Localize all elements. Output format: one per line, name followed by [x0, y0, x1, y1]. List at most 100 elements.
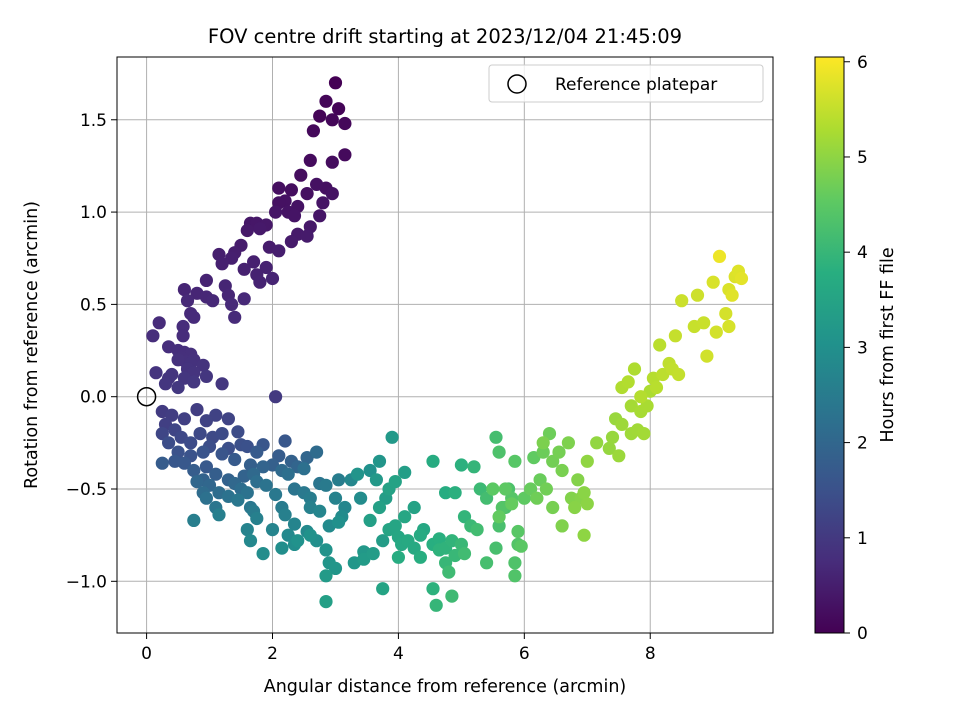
y-axis-label: Rotation from reference (arcmin): [22, 201, 42, 489]
data-point-82: [215, 377, 229, 391]
data-point-73: [196, 358, 210, 372]
data-point-284: [602, 441, 616, 455]
data-point-187: [372, 454, 387, 468]
data-point-11: [284, 183, 298, 197]
data-point-256: [486, 482, 500, 496]
data-point-206: [376, 582, 390, 596]
data-point-217: [439, 486, 453, 500]
data-point-95: [155, 427, 169, 441]
data-point-142: [297, 462, 311, 476]
data-point-9: [294, 168, 308, 182]
data-point-186: [350, 467, 365, 481]
data-point-273: [561, 436, 576, 450]
data-point-146: [259, 478, 273, 492]
data-point-7: [338, 148, 352, 162]
data-point-16: [310, 177, 324, 191]
data-point-71: [171, 353, 185, 367]
data-point-199: [398, 465, 412, 479]
data-point-5: [338, 116, 352, 131]
colorbar: 0 1 2 3 4 5 6 Hours from first FF file: [814, 53, 898, 644]
data-point-90: [177, 412, 191, 426]
data-point-292: [624, 399, 638, 413]
y-tick-label-0: −1.0: [66, 572, 107, 592]
data-point-302: [653, 338, 667, 352]
data-point-309: [697, 316, 711, 330]
data-point-266: [530, 491, 544, 505]
data-point-197: [376, 534, 390, 548]
data-point-291: [637, 427, 651, 441]
data-point-110: [215, 447, 229, 461]
data-point-215: [413, 528, 427, 542]
data-point-97: [193, 427, 207, 441]
data-point-322: [712, 249, 727, 263]
data-point-157: [303, 491, 317, 505]
data-point-321: [734, 271, 749, 286]
data-point-128: [256, 460, 270, 474]
data-point-100: [231, 425, 245, 439]
data-point-121: [209, 467, 223, 481]
data-point-315: [722, 319, 736, 334]
data-point-185: [319, 543, 333, 557]
data-point-19: [325, 187, 339, 201]
data-point-45: [199, 273, 213, 287]
data-point-263: [533, 473, 547, 487]
data-point-2: [332, 102, 346, 116]
data-point-244: [492, 519, 506, 533]
data-point-249: [508, 569, 522, 583]
data-point-30: [253, 222, 267, 236]
data-point-171: [243, 534, 258, 548]
data-point-29: [240, 223, 254, 238]
data-point-119: [155, 456, 169, 470]
data-point-24: [313, 209, 327, 223]
data-point-274: [555, 519, 569, 533]
data-point-223: [454, 458, 468, 472]
data-point-287: [612, 449, 626, 463]
data-point-136: [310, 445, 324, 459]
data-point-177: [256, 547, 270, 561]
data-point-109: [196, 445, 210, 459]
data-point-43: [259, 260, 273, 275]
data-point-99: [215, 427, 229, 441]
data-point-313: [709, 325, 723, 339]
data-point-40: [247, 255, 261, 269]
colorbar-tick-label-3: 3: [857, 338, 868, 358]
data-point-46: [253, 275, 267, 289]
data-point-150: [231, 493, 245, 507]
data-point-255: [514, 539, 528, 553]
data-point-160: [212, 508, 226, 522]
data-point-307: [668, 329, 683, 343]
data-point-54: [180, 294, 195, 308]
data-point-222: [448, 486, 462, 500]
data-point-55: [237, 292, 251, 306]
data-point-164: [328, 491, 343, 505]
data-point-241: [489, 430, 503, 444]
data-point-278: [568, 500, 582, 515]
data-point-158: [332, 473, 346, 487]
data-point-39: [225, 251, 239, 265]
colorbar-gradient: [814, 56, 845, 634]
data-point-56: [225, 297, 239, 311]
data-point-283: [590, 436, 604, 450]
data-point-230: [429, 598, 443, 612]
y-tick-label-2: 0.0: [80, 388, 107, 408]
data-point-270: [546, 500, 560, 515]
data-point-115: [199, 460, 213, 474]
plot-frame: [116, 56, 774, 634]
data-point-276: [571, 473, 585, 487]
data-point-93: [221, 412, 235, 426]
data-point-189: [328, 561, 343, 576]
data-point-239: [470, 523, 484, 537]
data-point-288: [615, 417, 629, 431]
data-point-294: [640, 399, 654, 413]
data-point-131: [190, 475, 204, 489]
data-point-194: [319, 569, 333, 583]
data-point-166: [265, 523, 280, 537]
data-point-204: [388, 475, 402, 489]
data-point-248: [508, 556, 522, 570]
data-point-238: [457, 547, 472, 561]
data-point-60: [152, 316, 166, 330]
data-point-154: [319, 478, 333, 492]
data-point-181: [332, 515, 346, 529]
data-point-62: [176, 329, 190, 343]
